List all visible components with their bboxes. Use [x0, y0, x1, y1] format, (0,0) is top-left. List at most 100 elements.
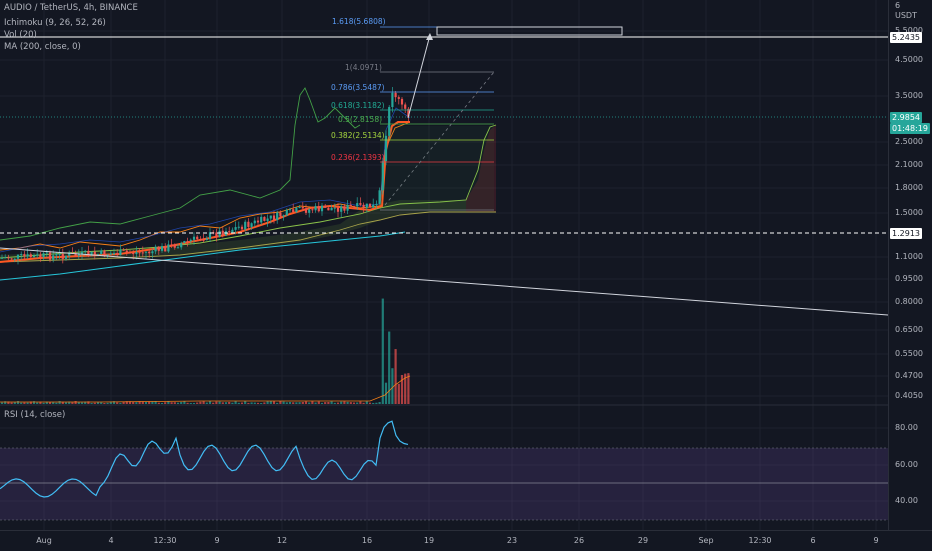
fib-label-0618: 0.618(3.1182) — [331, 101, 385, 110]
volume-bar — [10, 402, 13, 404]
target-rectangle[interactable] — [436, 26, 623, 36]
candle-body — [23, 254, 26, 257]
volume-bar — [349, 402, 352, 404]
time-tick: 16 — [361, 536, 373, 545]
candle-body — [36, 254, 39, 256]
price-axis[interactable]: 6 USDT 5.5000 4.5000 3.5000 2.5000 2.100… — [888, 0, 932, 530]
candle-body — [247, 221, 250, 227]
candle-body — [141, 252, 144, 254]
candle-body — [244, 221, 247, 230]
volume-bar — [138, 401, 141, 404]
volume-bar — [212, 402, 215, 404]
volume-bar — [381, 298, 384, 404]
candle-body — [173, 244, 176, 248]
candle-body — [116, 253, 119, 256]
volume-bar — [167, 401, 170, 404]
candle-body — [276, 212, 279, 221]
volume-bar — [327, 402, 330, 404]
symbol-title[interactable]: AUDIO / TetherUS, 4h, BINANCE — [4, 3, 138, 13]
volume-bar — [279, 401, 282, 404]
candle-body — [160, 246, 164, 251]
candle-body — [154, 246, 157, 252]
candle-body — [202, 239, 205, 241]
volume-bar — [384, 382, 388, 404]
volume-bar — [333, 402, 336, 404]
rsi-band — [0, 448, 888, 520]
candle-body — [26, 254, 29, 257]
candle-body — [61, 253, 64, 259]
volume-bar — [26, 402, 29, 404]
volume-bar — [202, 401, 205, 404]
candle-body — [237, 226, 240, 228]
price-tick-top: 6 — [895, 1, 901, 10]
indicator-ichimoku[interactable]: Ichimoku (9, 26, 52, 26) — [4, 18, 106, 28]
volume-bar — [119, 402, 122, 404]
candle-body — [285, 209, 288, 216]
price-tick: 0.9500 — [895, 274, 923, 283]
time-tick: 9 — [873, 536, 879, 545]
candle-body — [215, 232, 218, 237]
candle-body — [176, 247, 180, 249]
volume-bar — [340, 401, 343, 404]
time-axis[interactable]: Aug 4 12:30 9 12 16 19 23 26 29 Sep 12:3… — [0, 530, 932, 551]
candle-body — [282, 215, 285, 217]
projection-arrow[interactable] — [407, 34, 431, 119]
rsi-line — [0, 420, 409, 498]
candle-body — [84, 250, 87, 252]
senkou-span-b — [0, 211, 496, 263]
time-tick: 19 — [423, 536, 435, 545]
candle-body — [298, 207, 301, 209]
volume-bar — [42, 402, 45, 404]
candle-body — [317, 206, 320, 212]
volume-bar — [234, 401, 237, 404]
candle-body — [205, 238, 208, 241]
fib-retracement[interactable] — [380, 26, 495, 211]
candle-body — [109, 253, 112, 255]
candle-body — [407, 108, 410, 117]
level-high-tag: 5.2435 — [890, 32, 922, 43]
volume-bar — [61, 401, 64, 404]
candle-body — [352, 206, 356, 208]
fib-label-0236: 0.236(2.1393) — [331, 153, 385, 162]
indicator-ma[interactable]: MA (200, close, 0) — [4, 42, 81, 52]
candle-body — [96, 254, 100, 256]
volume-bar — [205, 402, 208, 404]
volume-bar — [247, 402, 250, 404]
indicator-volume[interactable]: Vol (20) — [4, 30, 37, 40]
chikou-span — [0, 87, 361, 241]
candle-body — [180, 243, 183, 248]
fib-label-0382: 0.382(2.5134) — [331, 131, 385, 140]
fib-trend-line — [384, 71, 495, 206]
volume-bar — [90, 402, 93, 404]
candle-body — [288, 209, 292, 211]
candle-body — [260, 216, 263, 223]
candle-body — [77, 254, 80, 256]
arrow-head-icon — [426, 33, 433, 40]
fib-label-0786: 0.786(3.5487) — [331, 83, 385, 92]
indicator-rsi[interactable]: RSI (14, close) — [4, 410, 66, 420]
volume-bar — [39, 401, 42, 404]
volume-bar — [282, 401, 285, 404]
volume-bar — [141, 401, 144, 404]
volume-bar — [132, 401, 135, 404]
candle-body — [119, 249, 122, 256]
time-tick: 12 — [276, 536, 288, 545]
time-tick: 4 — [108, 536, 114, 545]
candle-body — [199, 239, 202, 241]
price-chart-canvas[interactable] — [0, 0, 888, 530]
volume-bar — [365, 401, 368, 404]
volume-bar — [151, 401, 154, 404]
fib-label-1618: 1.618(5.6808) — [332, 17, 386, 26]
price-tick: 0.5500 — [895, 349, 923, 358]
volume-bar — [301, 401, 304, 404]
candle-body — [292, 209, 295, 213]
candle-body — [365, 203, 368, 208]
volume-bar — [154, 401, 157, 404]
candle-body — [311, 209, 314, 211]
volume-bar — [122, 401, 125, 404]
volume-bar — [228, 401, 231, 404]
candle-body — [16, 254, 20, 259]
volume-bar — [157, 402, 160, 404]
descending-trendline[interactable] — [0, 247, 888, 316]
chart-area[interactable]: AUDIO / TetherUS, 4h, BINANCE Ichimoku (… — [0, 0, 888, 530]
